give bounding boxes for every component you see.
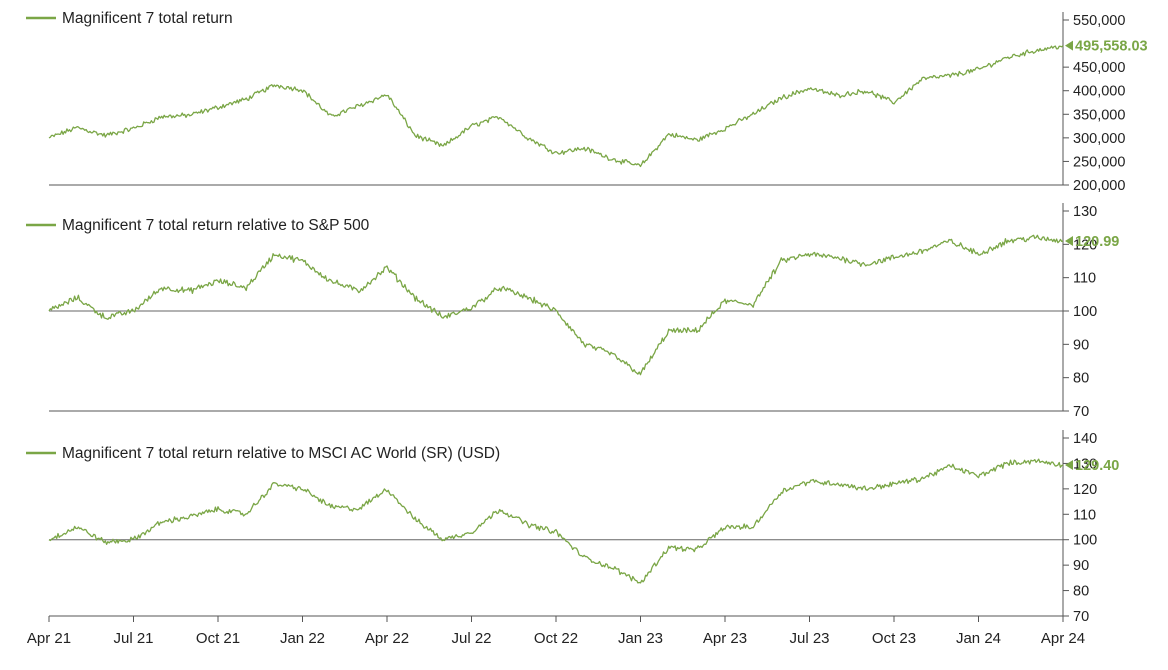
x-tick-label: Apr 23: [703, 630, 747, 647]
panel-2-y-tick-label: 70: [1073, 404, 1089, 420]
panel-1-series-line: [48, 45, 1064, 168]
panel-1-y-tick-label: 400,000: [1073, 84, 1125, 100]
x-tick-label: Apr 21: [27, 630, 71, 647]
x-tick-label: Jan 23: [618, 630, 663, 647]
panel-1-last-value-marker: [1065, 40, 1073, 51]
panel-3-y-tick-label: 90: [1073, 558, 1089, 574]
panel-3-y-tick-label: 120: [1073, 482, 1097, 498]
panel-1-y-tick-label: 200,000: [1073, 178, 1125, 194]
x-tick-label: Jan 22: [280, 630, 325, 647]
x-tick-label: Oct 23: [872, 630, 916, 647]
x-tick-label: Apr 22: [365, 630, 409, 647]
panel-3-last-value-label: 129.40: [1075, 458, 1119, 474]
x-tick-label: Jul 22: [451, 630, 491, 647]
panel-3-y-tick-label: 110: [1073, 507, 1096, 523]
x-tick-label: Oct 21: [196, 630, 240, 647]
panel-2-y-tick-label: 110: [1073, 271, 1096, 287]
x-tick-label: Jul 23: [789, 630, 829, 647]
panel-2-y-tick-label: 90: [1073, 337, 1089, 353]
panel-3-y-tick-label: 100: [1073, 533, 1097, 549]
x-tick-label: Apr 24: [1041, 630, 1085, 647]
panel-3-legend-label: Magnificent 7 total return relative to M…: [62, 445, 500, 462]
panel-3-y-tick-label: 140: [1073, 431, 1097, 447]
panel-2-last-value-label: 120.99: [1075, 234, 1119, 250]
panel-2-last-value-marker: [1065, 236, 1073, 247]
panel-3-y-tick-label: 70: [1073, 609, 1089, 625]
panel-2-series-line: [48, 234, 1064, 376]
panel-1-y-tick-label: 250,000: [1073, 154, 1125, 170]
panel-1-y-tick-label: 300,000: [1073, 131, 1125, 147]
panel-3-series-line: [48, 458, 1064, 584]
x-tick-label: Jul 21: [113, 630, 153, 647]
panel-2-y-tick-label: 100: [1073, 304, 1097, 320]
panel-3-y-tick-label: 80: [1073, 584, 1089, 600]
panel-2-y-tick-label: 120: [1073, 237, 1097, 253]
panel-3-y-tick-label: 130: [1073, 456, 1097, 472]
panel-2-y-tick-label: 80: [1073, 371, 1089, 387]
panel-1-y-tick-label: 450,000: [1073, 60, 1125, 76]
x-tick-label: Oct 22: [534, 630, 578, 647]
panel-1-y-tick-label: 350,000: [1073, 107, 1125, 123]
panel-1-last-value-label: 495,558.03: [1075, 39, 1148, 55]
panel-2-legend-label: Magnificent 7 total return relative to S…: [62, 217, 370, 234]
panel-2-y-tick-label: 130: [1073, 204, 1097, 220]
panel-1-legend-label: Magnificent 7 total return: [62, 10, 233, 27]
x-tick-label: Jan 24: [956, 630, 1001, 647]
panel-3-last-value-marker: [1065, 459, 1073, 470]
panel-1-y-tick-label: 550,000: [1073, 13, 1125, 29]
